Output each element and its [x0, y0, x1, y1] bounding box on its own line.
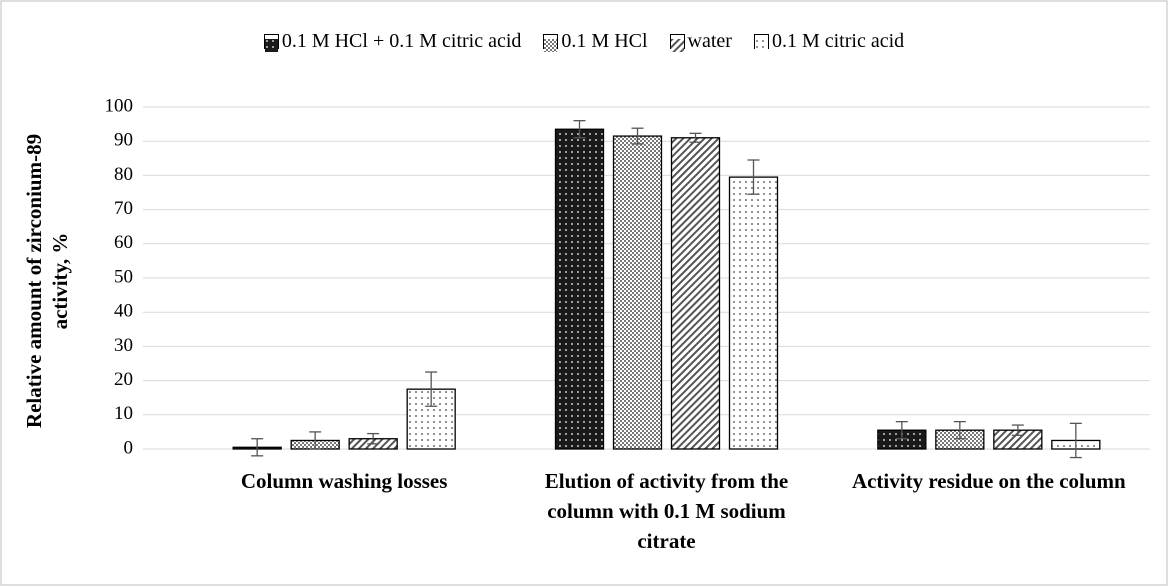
- y-tick-label: 10: [114, 403, 133, 424]
- bar: [612, 135, 663, 450]
- y-axis-label: Relative amount of zirconium-89 activity…: [22, 133, 72, 429]
- swatch-pattern: [264, 39, 278, 52]
- legend: 0.1 M HCl + 0.1 M citric acid 0.1 M HCl wa…: [0, 30, 1168, 53]
- y-tick-label: 0: [124, 437, 134, 458]
- swatch-pattern: [670, 39, 684, 52]
- swatch-fill: [670, 39, 684, 52]
- y-tick-label: 60: [114, 232, 133, 253]
- swatch-fill: [754, 39, 768, 52]
- legend-label: water: [687, 30, 732, 52]
- bar: [554, 128, 605, 450]
- swatch-pattern: [754, 39, 768, 52]
- legend-swatch: [753, 34, 769, 52]
- bar: [728, 176, 779, 450]
- legend-swatch: [669, 34, 685, 52]
- legend-label: 0.1 M citric acid: [771, 30, 905, 52]
- swatch-fill: [544, 39, 558, 52]
- legend-label: 0.1 M HCl + 0.1 M citric acid: [281, 30, 522, 52]
- y-tick-label: 30: [114, 335, 133, 356]
- x-tick-label: Activity residue on the column: [851, 469, 1126, 493]
- x-tick-label: Elution of activity from the column with…: [544, 469, 789, 553]
- legend-swatch: [543, 34, 559, 52]
- y-tick-label: 40: [114, 301, 133, 322]
- y-tick-label: 80: [114, 164, 133, 185]
- legend-item: water: [669, 30, 732, 53]
- x-tick-label: Column washing losses: [240, 469, 448, 493]
- y-tick-label: 20: [114, 369, 133, 390]
- legend-swatch: [263, 34, 279, 52]
- y-tick-label: 50: [114, 266, 133, 287]
- swatch-pattern: [544, 39, 558, 52]
- legend-item: 0.1 M HCl + 0.1 M citric acid: [263, 30, 522, 53]
- legend-item: 0.1 M HCl: [543, 30, 648, 53]
- y-tick-label: 90: [114, 130, 133, 151]
- legend-item: 0.1 M citric acid: [753, 30, 905, 53]
- y-tick-label: 100: [105, 95, 134, 116]
- bar: [670, 137, 721, 450]
- y-tick-label: 70: [114, 198, 133, 219]
- swatch-fill: [264, 39, 278, 52]
- legend-label: 0.1 M HCl: [561, 30, 648, 52]
